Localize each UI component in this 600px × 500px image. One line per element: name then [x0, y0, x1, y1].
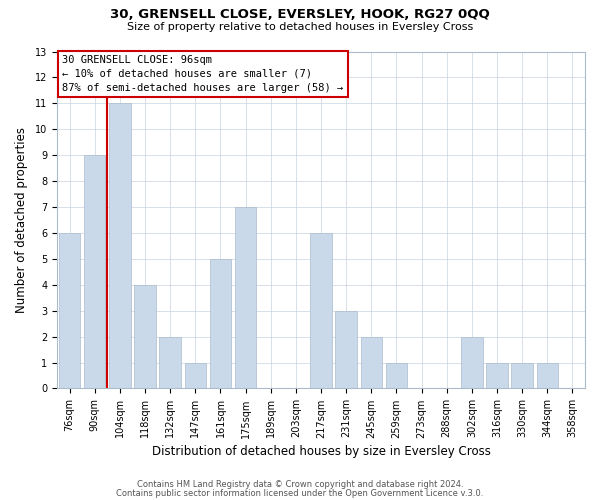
Bar: [511, 362, 533, 388]
Bar: [386, 362, 407, 388]
Bar: [487, 362, 508, 388]
Text: 30 GRENSELL CLOSE: 96sqm
← 10% of detached houses are smaller (7)
87% of semi-de: 30 GRENSELL CLOSE: 96sqm ← 10% of detach…: [62, 55, 344, 93]
Bar: [185, 362, 206, 388]
Bar: [335, 310, 357, 388]
Bar: [461, 336, 482, 388]
Text: Size of property relative to detached houses in Eversley Cross: Size of property relative to detached ho…: [127, 22, 473, 32]
Bar: [310, 233, 332, 388]
Bar: [109, 104, 131, 389]
Text: 30, GRENSELL CLOSE, EVERSLEY, HOOK, RG27 0QQ: 30, GRENSELL CLOSE, EVERSLEY, HOOK, RG27…: [110, 8, 490, 20]
Bar: [84, 155, 106, 388]
X-axis label: Distribution of detached houses by size in Eversley Cross: Distribution of detached houses by size …: [152, 444, 490, 458]
Bar: [59, 233, 80, 388]
Y-axis label: Number of detached properties: Number of detached properties: [15, 127, 28, 313]
Text: Contains HM Land Registry data © Crown copyright and database right 2024.: Contains HM Land Registry data © Crown c…: [137, 480, 463, 489]
Bar: [235, 207, 256, 388]
Text: Contains public sector information licensed under the Open Government Licence v.: Contains public sector information licen…: [116, 488, 484, 498]
Bar: [210, 259, 231, 388]
Bar: [536, 362, 558, 388]
Bar: [160, 336, 181, 388]
Bar: [361, 336, 382, 388]
Bar: [134, 285, 156, 389]
